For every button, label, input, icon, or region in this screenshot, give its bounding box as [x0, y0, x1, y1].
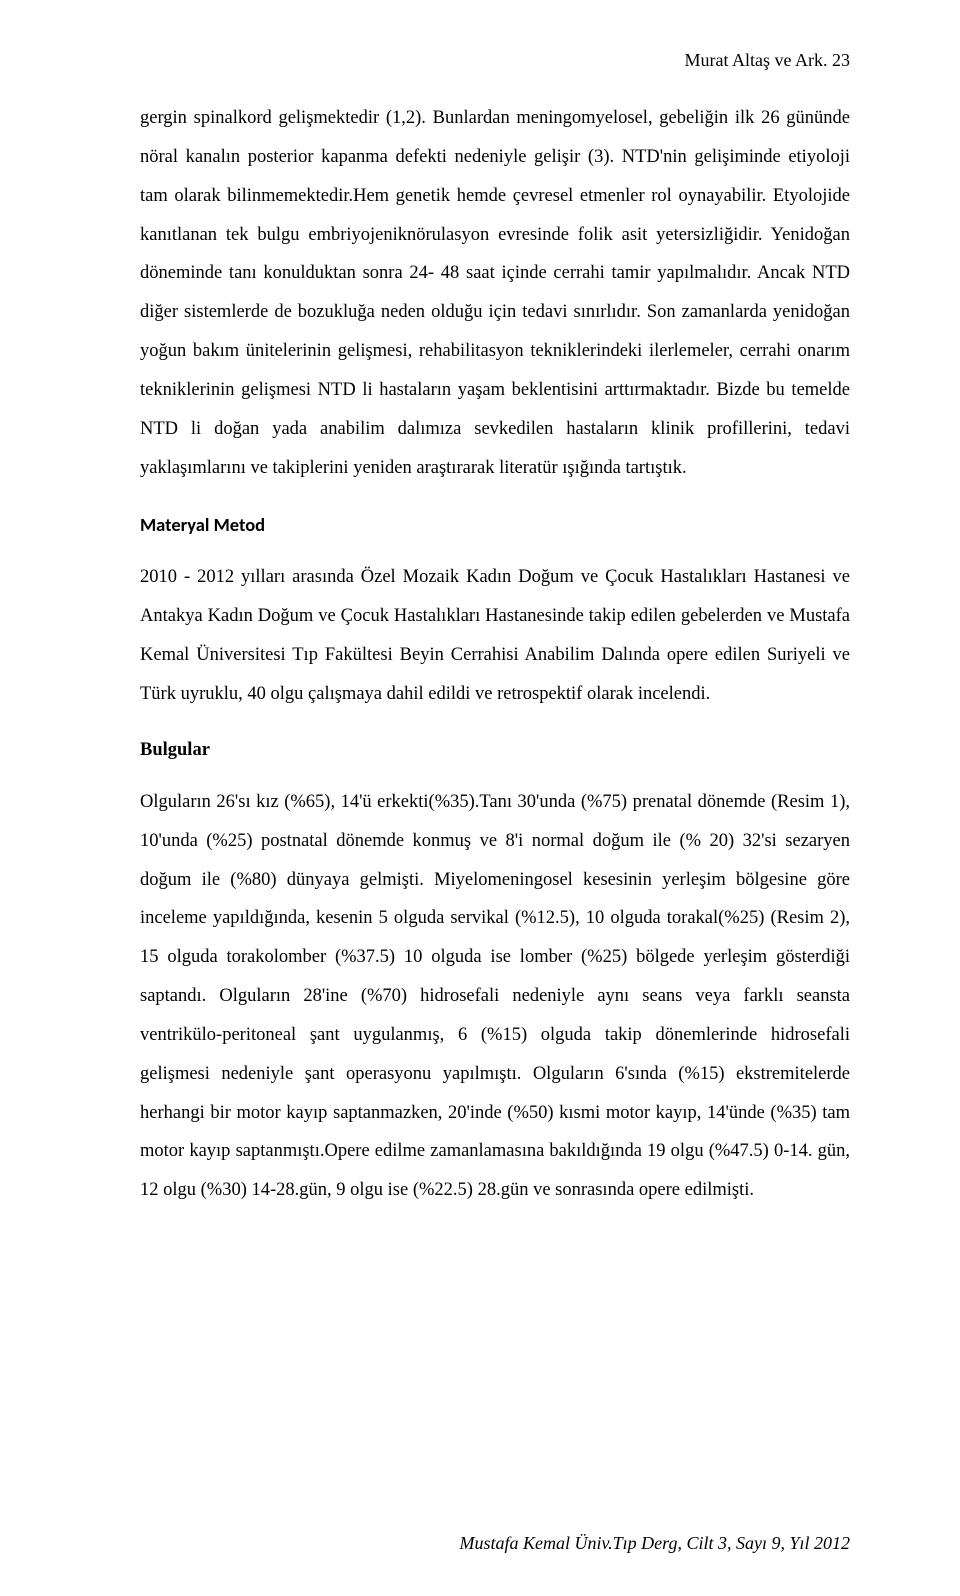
heading-bulgular: Bulgular: [140, 740, 850, 761]
page-header-author: Murat Altaş ve Ark. 23: [140, 50, 850, 71]
heading-materyal-metod: Materyal Metod: [140, 513, 850, 536]
paragraph-method: 2010 - 2012 yılları arasında Özel Mozaik…: [140, 558, 850, 713]
page-footer-citation: Mustafa Kemal Üniv.Tıp Derg, Cilt 3, Say…: [460, 1533, 851, 1554]
paragraph-intro: gergin spinalkord gelişmektedir (1,2). B…: [140, 99, 850, 487]
paragraph-findings: Olguların 26'sı kız (%65), 14'ü erkekti(…: [140, 783, 850, 1210]
